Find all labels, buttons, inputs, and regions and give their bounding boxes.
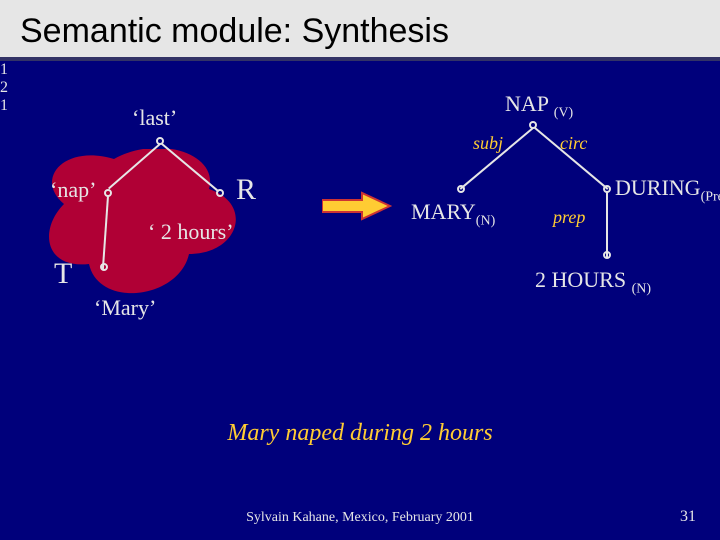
word-nap-cat: (V) xyxy=(554,105,573,120)
word-nap-text: NAP xyxy=(505,91,548,116)
node-mary xyxy=(457,185,465,193)
word-mary: MARY(N) xyxy=(411,199,495,229)
edge-label-circ: circ xyxy=(560,133,587,154)
word-during-text: DURING xyxy=(615,175,701,200)
label-T: T xyxy=(54,257,72,291)
title-bar: Semantic module: Synthesis xyxy=(0,0,720,61)
word-nap: NAP (V) xyxy=(505,91,573,121)
node-2hours xyxy=(603,251,611,259)
label-2hours: ‘ 2 hours’ xyxy=(148,219,234,245)
diagram-stage: ‘last’ 1 2 1 ‘nap’ ‘ 2 hours’ ‘Mary’ R T… xyxy=(0,61,720,421)
word-during: DURING(Prep) xyxy=(615,175,720,205)
edge-label-prep: prep xyxy=(553,207,585,228)
label-last: ‘last’ xyxy=(132,105,177,131)
label-R: R xyxy=(236,173,256,207)
dependency-tree: NAP (V) subj circ MARY(N) DURING(Prep) p… xyxy=(395,91,715,301)
arrow-icon xyxy=(322,191,392,221)
edge-label-subj: subj xyxy=(473,133,503,154)
label-nap: ‘nap’ xyxy=(50,177,96,203)
word-2hours-cat: (N) xyxy=(632,281,651,296)
edge-num-1a: 1 xyxy=(0,61,720,79)
page-title: Semantic module: Synthesis xyxy=(20,12,700,51)
page-number: 31 xyxy=(680,508,696,526)
footer-text: Sylvain Kahane, Mexico, February 2001 xyxy=(0,510,720,526)
edge-prep xyxy=(606,192,608,257)
word-mary-text: MARY xyxy=(411,199,476,224)
word-2hours-text: 2 HOURS xyxy=(535,267,626,292)
label-mary: ‘Mary’ xyxy=(94,295,156,321)
word-mary-cat: (N) xyxy=(476,213,495,228)
word-2hours: 2 HOURS (N) xyxy=(535,267,651,297)
word-during-cat: (Prep) xyxy=(701,189,720,204)
example-sentence: Mary naped during 2 hours xyxy=(0,420,720,447)
